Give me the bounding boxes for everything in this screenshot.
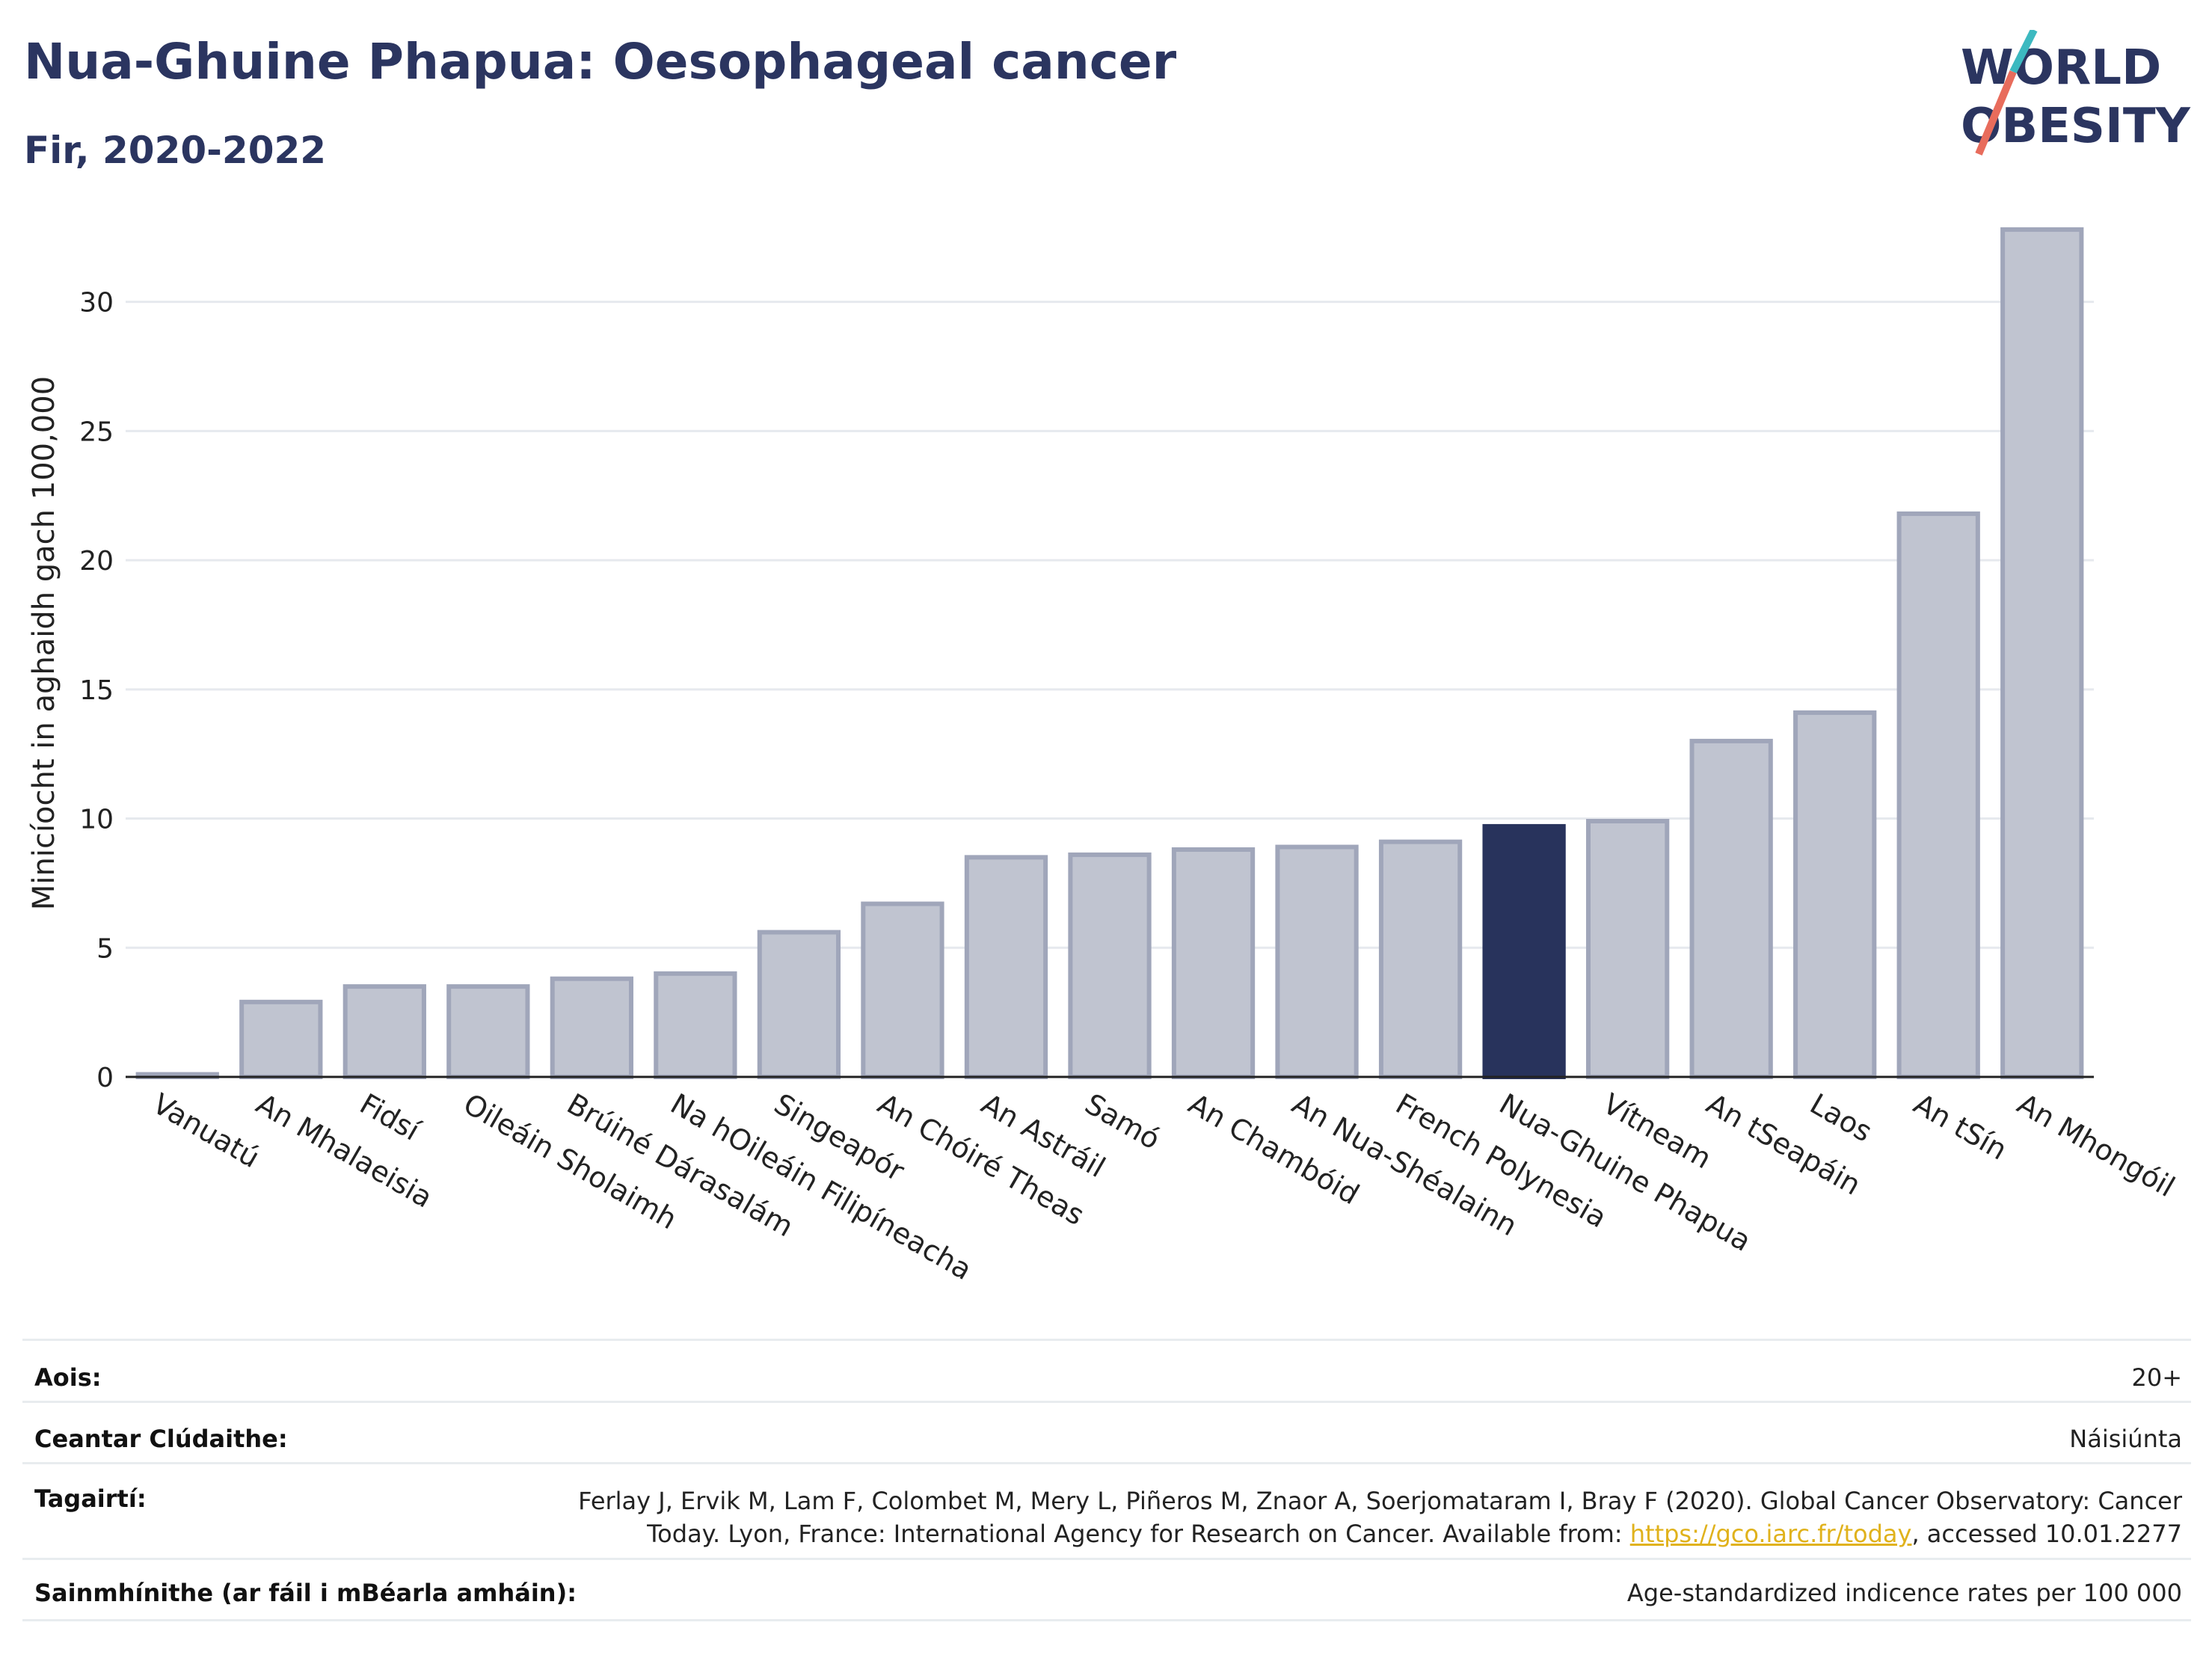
- bar: [446, 984, 530, 1080]
- y-tick-label: 5: [96, 933, 114, 964]
- x-tick-label: An Mhongóil: [2012, 1087, 2180, 1204]
- y-axis-label: Minicíocht in aghaidh gach 100,000: [27, 376, 61, 910]
- bar: [1689, 738, 1773, 1080]
- reference-line2-post: , accessed 10.01.2277: [1911, 1520, 2182, 1548]
- bars: [135, 227, 2084, 1080]
- bar: [861, 901, 944, 1079]
- meta-key-coverage: Ceantar Clúdaithe:: [34, 1425, 288, 1453]
- meta-value-age: 20+: [2131, 1363, 2182, 1392]
- y-axis-ticks: 0 5 10 15 20 25 30: [79, 288, 114, 1093]
- logo-line1: WORLD: [1961, 40, 2161, 96]
- x-tick-label: Fidsí: [354, 1087, 426, 1148]
- chart-subtitle: Fir, 2020-2022: [24, 129, 327, 172]
- meta-key-references: Tagairtí:: [34, 1484, 147, 1513]
- bar: [1793, 710, 1877, 1080]
- y-tick-label: 10: [79, 805, 114, 835]
- y-tick-label: 20: [79, 546, 114, 577]
- bar: [1171, 847, 1256, 1079]
- bar: [239, 999, 323, 1080]
- logo-slash-teal: [2009, 30, 2038, 74]
- logo-slash-coral: [1975, 70, 2017, 156]
- x-tick-label: An tSín: [1908, 1087, 2013, 1167]
- y-tick-label: 30: [79, 288, 114, 319]
- bar: [550, 976, 634, 1080]
- bar: [1482, 823, 1566, 1079]
- reference-link[interactable]: https://gco.iarc.fr/today: [1629, 1520, 1912, 1548]
- bar: [654, 971, 737, 1080]
- bar: [1585, 819, 1670, 1079]
- bar: [1896, 511, 1980, 1079]
- bar: [1275, 844, 1359, 1079]
- meta-key-age: Aois:: [34, 1363, 102, 1392]
- y-tick-label: 15: [79, 675, 114, 706]
- bar: [1378, 839, 1463, 1079]
- x-tick-label: Vanuatú: [147, 1087, 265, 1174]
- bar: [1068, 852, 1152, 1079]
- y-tick-label: 25: [79, 417, 114, 447]
- bar: [757, 930, 841, 1079]
- meta-value-definitions: Age-standardized indicence rates per 100…: [1626, 1579, 2182, 1607]
- bar: [2000, 227, 2084, 1080]
- x-tick-label: An Mhalaeisia: [251, 1087, 437, 1215]
- reference-line1: Ferlay J, Ervik M, Lam F, Colombet M, Me…: [578, 1487, 2182, 1515]
- reference-line2-pre: Today. Lyon, France: International Agenc…: [647, 1520, 1630, 1548]
- bar: [964, 855, 1048, 1079]
- chart-title: Nua-Ghuine Phapua: Oesophageal cancer: [24, 33, 1177, 90]
- x-tick-label: Laos: [1804, 1087, 1878, 1149]
- meta-key-definitions: Sainmhínithe (ar fáil i mBéarla amháin):: [34, 1579, 577, 1607]
- x-tick-label: An Chambóid: [1183, 1087, 1365, 1212]
- metadata-table: Aois: 20+ Ceantar Clúdaithe: Náisiúnta T…: [22, 1339, 2191, 1625]
- y-tick-label: 0: [96, 1063, 114, 1093]
- bar: [342, 984, 426, 1080]
- meta-value-coverage: Náisiúnta: [2069, 1425, 2182, 1453]
- world-obesity-logo: WORLD OBESITY: [1961, 30, 2190, 156]
- meta-value-references: Ferlay J, Ervik M, Lam F, Colombet M, Me…: [578, 1484, 2182, 1550]
